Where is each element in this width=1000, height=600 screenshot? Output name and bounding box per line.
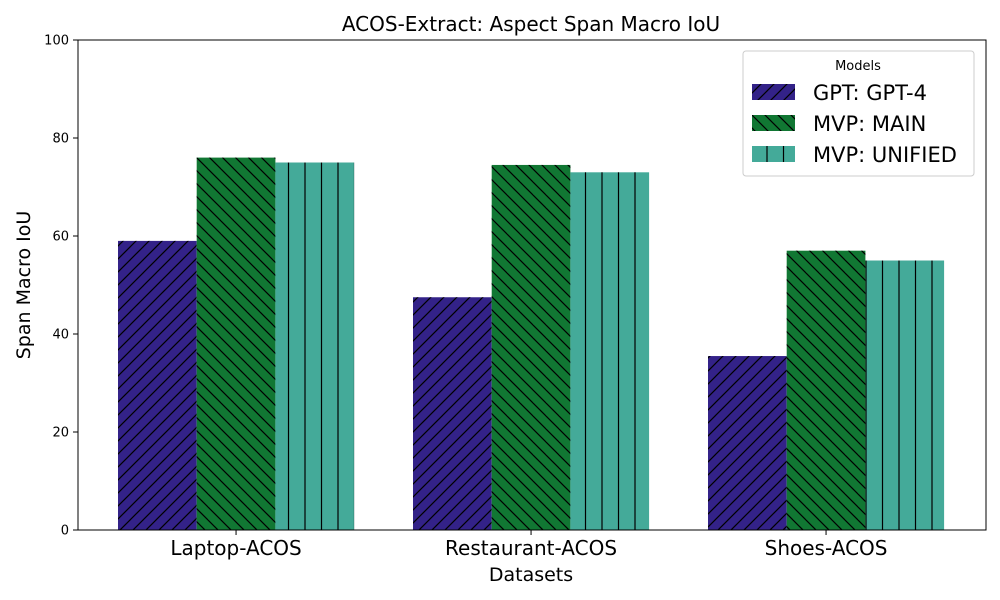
bar-laptop-acos-0	[118, 240, 197, 530]
legend-label: MVP: MAIN	[813, 112, 926, 136]
legend-entry: MVP: MAIN	[752, 112, 926, 136]
y-tick-label: 0	[61, 524, 69, 539]
bar-shoes-acos-2	[865, 260, 945, 530]
y-tick-label: 20	[52, 426, 69, 441]
x-tick-label: Shoes-ACOS	[765, 536, 888, 560]
bar-laptop-acos-1	[196, 157, 276, 530]
legend-label: GPT: GPT-4	[813, 81, 927, 105]
bar-shoes-acos-1	[786, 250, 866, 530]
y-tick-label: 40	[52, 328, 69, 343]
x-tick-label: Laptop-ACOS	[170, 536, 301, 560]
bar-restaurant-acos-1	[491, 164, 571, 530]
x-axis-title: Datasets	[489, 564, 573, 586]
bars	[118, 157, 945, 531]
bar-restaurant-acos-2	[570, 172, 650, 531]
legend-title: Models	[835, 59, 881, 74]
legend-entry: GPT: GPT-4	[752, 81, 927, 105]
plot-frame	[77, 39, 987, 531]
y-tick-label: 100	[44, 34, 69, 49]
x-axis: Laptop-ACOS Restaurant-ACOS Shoes-ACOS	[170, 530, 887, 560]
bar-laptop-acos-2	[275, 162, 355, 530]
y-axis: 0 20 40 60 80 100	[44, 34, 78, 539]
y-tick-label: 60	[52, 230, 69, 245]
legend-box	[742, 50, 975, 177]
bar-restaurant-acos-0	[413, 297, 492, 530]
chart-title: ACOS-Extract: Aspect Span Macro IoU	[342, 12, 720, 36]
y-tick-label: 80	[52, 132, 69, 147]
legend-label: MVP: UNIFIED	[813, 143, 957, 167]
x-tick-label: Restaurant-ACOS	[445, 536, 617, 560]
bar-shoes-acos-0	[708, 356, 787, 530]
legend-entry: MVP: UNIFIED	[752, 143, 957, 167]
legend: Models GPT: GPT-4 MVP: MAIN MVP: UNIFIED	[742, 50, 975, 177]
y-axis-title: Span Macro IoU	[13, 211, 35, 360]
